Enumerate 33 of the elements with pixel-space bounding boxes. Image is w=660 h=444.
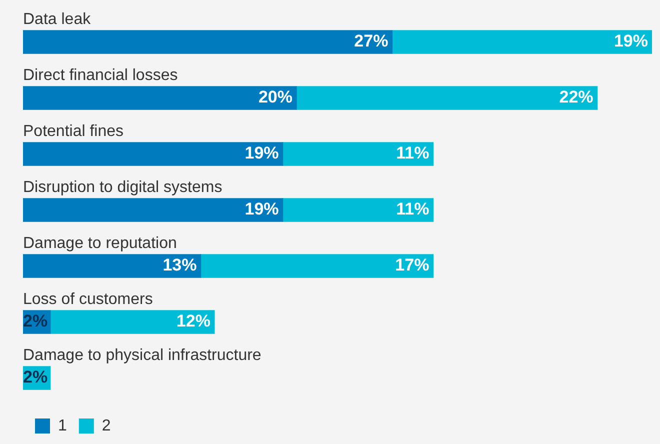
data-label: 17% [395,256,430,275]
data-label: 19% [244,200,279,219]
bar [23,142,284,166]
bar [282,142,434,166]
bar [23,30,393,54]
bar [23,86,297,110]
bar [200,254,434,278]
y-tick-label: Loss of customers [23,291,153,308]
data-label: 12% [176,312,210,331]
data-label: 27% [354,32,388,51]
bar [296,86,598,110]
data-label: 19% [244,144,279,163]
bar [23,198,284,222]
data-label: 11% [396,144,430,163]
y-tick-label: Direct financial losses [23,67,178,84]
data-label: 22% [559,88,594,107]
bar [50,310,215,334]
legend-label: 2 [102,417,111,434]
data-label: 2% [23,368,48,387]
y-tick-label: Damage to reputation [23,235,177,252]
data-label: 2% [23,312,48,331]
y-tick-label: Data leak [23,11,92,28]
y-tick-label: Disruption to digital systems [23,179,222,196]
data-label: 20% [258,88,292,107]
y-tick-label: Potential fines [23,123,124,140]
data-label: 13% [162,256,197,275]
bar [23,254,202,278]
data-label: 19% [614,32,648,51]
bar [282,198,434,222]
data-label: 11% [396,200,430,219]
legend-label: 1 [58,417,67,434]
y-tick-label: Damage to physical infrastructure [23,347,262,364]
bar [392,30,652,54]
